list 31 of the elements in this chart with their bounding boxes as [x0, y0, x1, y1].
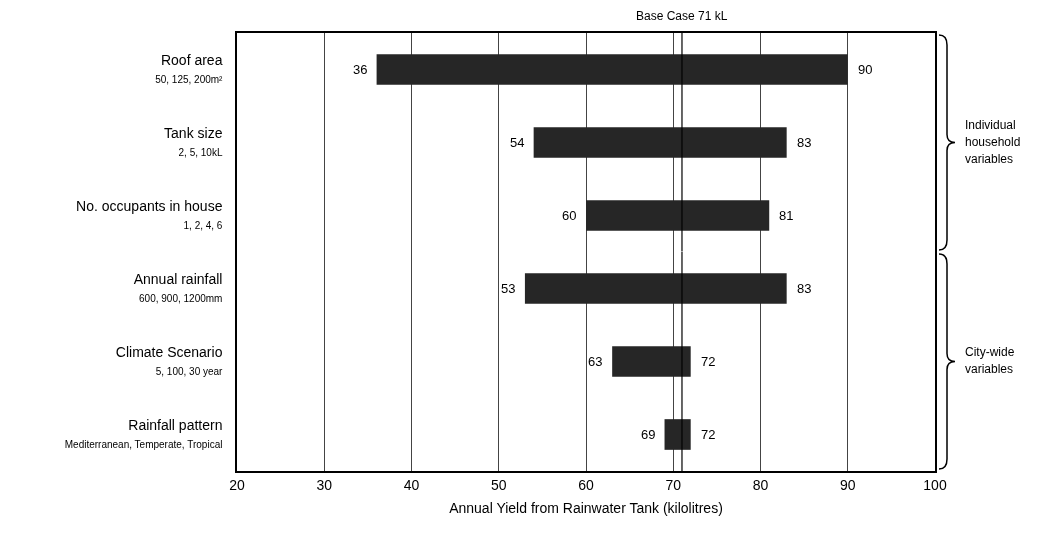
- y-tick-label: Rainfall pattern Mediterranean, Temperate, Tropical: [64, 416, 223, 450]
- x-tick-label: 30: [316, 476, 333, 493]
- x-tick-label: 20: [229, 476, 245, 493]
- annotation: 54: [510, 135, 525, 150]
- x-tick-label: 90: [839, 476, 856, 493]
- annotation: 53: [501, 280, 516, 296]
- ref-line-label: Base Case 71 kL: [636, 9, 728, 23]
- y-tick-label: Tank size 2, 5, 10kL: [164, 125, 223, 159]
- x-tick-label: 50: [490, 476, 507, 493]
- x-tick-label: 40: [403, 476, 420, 493]
- y-tick-label: Roof area 50, 125, 200m²: [155, 52, 224, 86]
- annotation: 63: [588, 353, 603, 369]
- annotation: 72: [701, 426, 716, 442]
- annotation: 36: [353, 62, 368, 77]
- annotation: 81: [779, 208, 794, 223]
- annotation: 60: [562, 208, 577, 223]
- y-tick-label: No. occupants in house 1, 2, 4, 6: [76, 198, 223, 232]
- x-tick-label: 100: [923, 476, 947, 493]
- annotation: 83: [797, 280, 812, 296]
- x-tick-label: 60: [578, 476, 594, 493]
- x-axis-title: Annual Yield from Rainwater Tank (kilolitres): [449, 499, 723, 516]
- text: City-wide variables: [965, 344, 1016, 378]
- y-tick-label: Climate Scenario 5, 100, 30 year: [115, 343, 224, 377]
- annotation: 90: [858, 62, 873, 77]
- x-tick-label: 70: [665, 476, 682, 493]
- y-tick-label: Annual rainfall 600, 900, 1200mm: [133, 270, 223, 304]
- text: Individual household variables: [965, 117, 1022, 168]
- x-tick-label: 80: [752, 476, 769, 493]
- annotation: 69: [641, 426, 656, 442]
- annotation: 72: [701, 353, 716, 369]
- annotation: 83: [797, 135, 812, 150]
